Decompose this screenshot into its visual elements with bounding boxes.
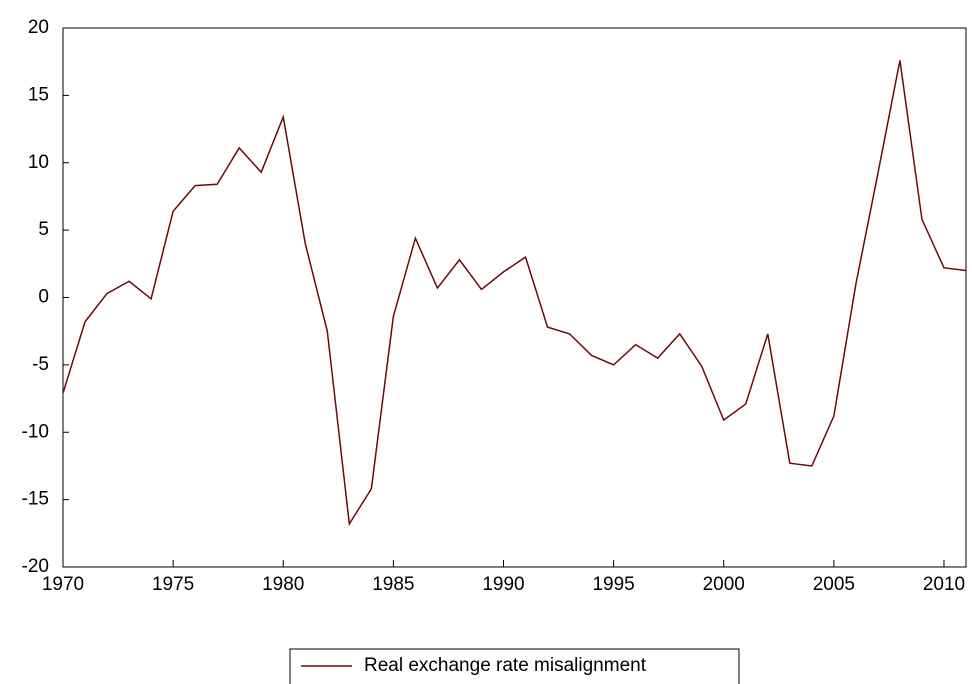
x-tick-label: 2000: [703, 574, 745, 595]
y-tick-label: -20: [22, 556, 49, 577]
y-tick-label: 10: [28, 152, 49, 173]
x-tick-label: 1975: [152, 574, 194, 595]
legend-box: [289, 648, 740, 684]
x-tick-label: 2005: [813, 574, 855, 595]
y-tick-label: -5: [32, 354, 49, 375]
series-line: [62, 60, 967, 527]
x-tick-label: 1970: [42, 574, 84, 595]
y-tick-label: 5: [38, 219, 49, 240]
y-tick-label: 0: [38, 287, 49, 308]
x-tick-label: 2010: [923, 574, 965, 595]
x-tick-label: 1985: [372, 574, 414, 595]
y-tick-label: -15: [22, 489, 49, 510]
x-tick-label: 1990: [482, 574, 524, 595]
y-tick-label: -10: [22, 421, 49, 442]
x-tick-label: 1980: [262, 574, 304, 595]
x-tick-label: 1995: [592, 574, 634, 595]
legend-label: Real exchange rate misalignment: [364, 655, 647, 676]
y-tick-label: 15: [28, 84, 49, 105]
plot-frame: [62, 27, 967, 568]
y-tick-label: 20: [28, 17, 49, 38]
